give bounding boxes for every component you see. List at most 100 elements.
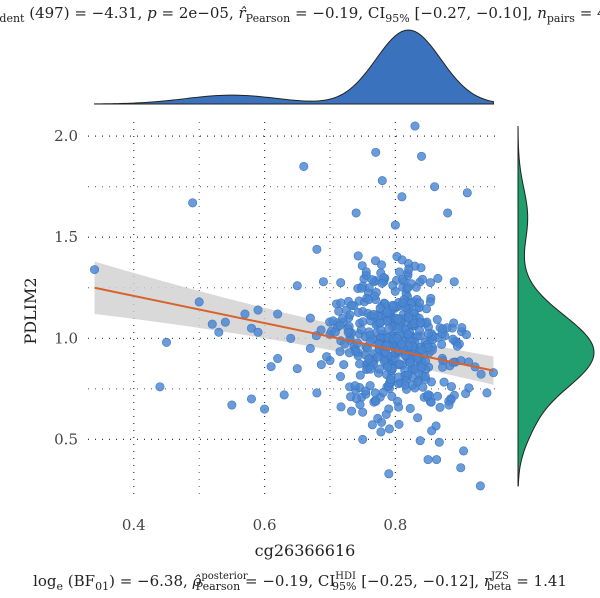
- data-point: [350, 381, 360, 391]
- data-point: [279, 390, 289, 400]
- data-point: [482, 388, 492, 398]
- x-tick-label: 0.4: [122, 516, 146, 534]
- data-point: [338, 314, 348, 324]
- data-point: [161, 337, 171, 347]
- data-point: [462, 188, 472, 198]
- data-point: [373, 352, 383, 362]
- y-tick-label: 1.0: [54, 329, 78, 347]
- data-point: [371, 147, 381, 157]
- data-point: [417, 362, 427, 372]
- data-point: [364, 295, 374, 305]
- data-point: [388, 302, 398, 312]
- data-point: [299, 161, 309, 171]
- data-point: [397, 192, 407, 202]
- data-point: [427, 426, 437, 436]
- data-point: [365, 381, 375, 391]
- data-point: [415, 298, 425, 308]
- data-point: [449, 277, 459, 287]
- data-point: [339, 360, 349, 370]
- data-point: [415, 318, 425, 328]
- data-point: [456, 463, 466, 473]
- data-point: [411, 282, 421, 292]
- data-point: [371, 396, 381, 406]
- data-point: [346, 392, 356, 402]
- data-point: [336, 298, 346, 308]
- data-point: [381, 409, 391, 419]
- data-point: [378, 387, 388, 397]
- data-point: [443, 208, 453, 218]
- data-point: [394, 372, 404, 382]
- y-tick-label: 2.0: [54, 127, 78, 145]
- data-point: [345, 310, 355, 320]
- data-point: [435, 402, 445, 412]
- data-point: [452, 341, 462, 351]
- data-point: [316, 360, 326, 370]
- data-point: [386, 375, 396, 385]
- x-axis-title: cg26366616: [255, 541, 356, 560]
- data-point: [439, 377, 449, 387]
- data-point: [394, 419, 404, 429]
- data-points: [90, 121, 498, 491]
- data-point: [376, 427, 386, 437]
- data-point: [417, 345, 427, 355]
- data-point: [377, 417, 387, 427]
- data-point: [260, 404, 270, 414]
- data-point: [344, 348, 354, 358]
- data-point: [413, 377, 423, 387]
- data-point: [336, 402, 346, 412]
- data-point: [433, 273, 443, 283]
- data-point: [425, 297, 435, 307]
- x-tick-label: 0.8: [383, 516, 407, 534]
- data-point: [415, 325, 425, 335]
- data-point: [246, 394, 256, 404]
- data-point: [194, 297, 204, 307]
- data-point: [220, 317, 230, 327]
- footer-bayes-stats: loge (BF01) = −6.38, ρ̂posterior Pearson …: [33, 571, 567, 593]
- data-point: [398, 298, 408, 308]
- data-point: [388, 280, 398, 290]
- data-point: [430, 182, 440, 192]
- data-point: [336, 278, 346, 288]
- data-point: [347, 300, 357, 310]
- data-point: [240, 309, 250, 319]
- data-point: [437, 339, 447, 349]
- data-point: [292, 281, 302, 291]
- data-point: [395, 359, 405, 369]
- data-point: [423, 390, 433, 400]
- data-point: [433, 391, 443, 401]
- data-point: [305, 313, 315, 323]
- data-point: [358, 407, 368, 417]
- data-point: [405, 403, 415, 413]
- data-point: [418, 274, 428, 284]
- data-point: [328, 316, 338, 326]
- data-point: [188, 198, 198, 208]
- data-point: [364, 354, 374, 364]
- data-point: [423, 455, 433, 465]
- data-point: [292, 364, 302, 374]
- data-point: [369, 309, 379, 319]
- data-point: [330, 327, 340, 337]
- data-point: [415, 436, 425, 446]
- data-point: [355, 370, 365, 380]
- data-point: [464, 383, 474, 393]
- data-point: [358, 317, 368, 327]
- data-point: [253, 305, 263, 315]
- data-point: [361, 267, 371, 277]
- data-point: [398, 275, 408, 285]
- regression-line: [94, 286, 494, 372]
- data-point: [357, 283, 367, 293]
- data-point: [334, 306, 344, 316]
- data-point: [305, 343, 315, 353]
- data-point: [384, 424, 394, 434]
- data-point: [246, 323, 256, 333]
- data-point: [459, 446, 469, 456]
- data-point: [377, 278, 387, 288]
- data-point: [404, 313, 414, 323]
- x-tick-label: 0.6: [253, 516, 277, 534]
- data-point: [405, 358, 415, 368]
- right-marginal-density: [517, 126, 595, 487]
- data-point: [312, 244, 322, 254]
- data-point: [353, 251, 363, 261]
- data-point: [322, 352, 332, 362]
